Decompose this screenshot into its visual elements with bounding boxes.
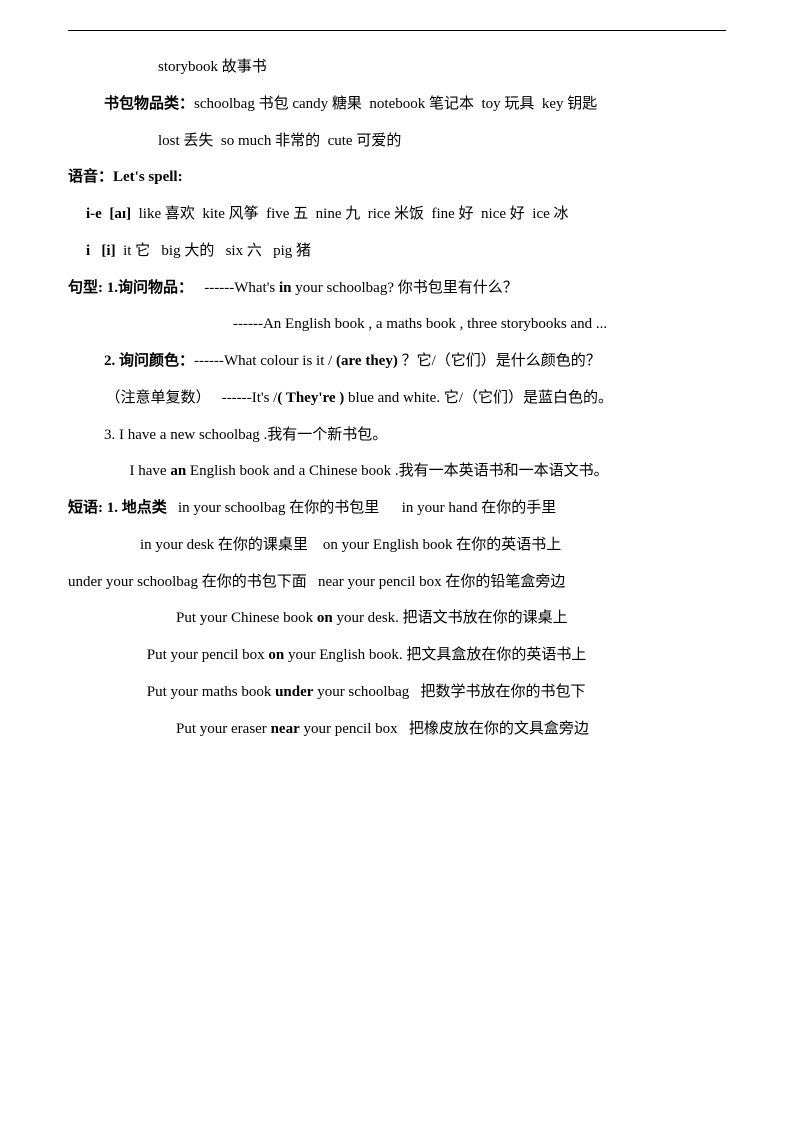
text-line: I have an English book and a Chinese boo…	[68, 453, 726, 490]
text-line: 3. I have a new schoolbag .我有一个新书包。	[68, 417, 726, 454]
text-line: storybook 故事书	[68, 49, 726, 86]
text-line: lost 丢失 so much 非常的 cute 可爱的	[68, 123, 726, 160]
text-line: Put your maths book under your schoolbag…	[68, 674, 726, 711]
text-line: ------An English book , a maths book , t…	[68, 306, 726, 343]
text-line: 短语: 1. 地点类 in your schoolbag 在你的书包里 in y…	[68, 490, 726, 527]
text-line: 语音：Let's spell:	[68, 159, 726, 196]
text-line: Put your pencil box on your English book…	[68, 637, 726, 674]
text-line: 2. 询问颜色：------What colour is it / (are t…	[68, 343, 726, 380]
text-line: in your desk 在你的课桌里 on your English book…	[68, 527, 726, 564]
text-line: 句型: 1.询问物品： ------What's in your schoolb…	[68, 270, 726, 307]
text-line: 书包物品类：schoolbag 书包 candy 糖果 notebook 笔记本…	[68, 86, 726, 123]
text-line: （注意单复数） ------It's /( They're ) blue and…	[68, 380, 726, 417]
top-rule	[68, 30, 726, 31]
text-line: Put your Chinese book on your desk. 把语文书…	[68, 600, 726, 637]
document-body: storybook 故事书书包物品类：schoolbag 书包 candy 糖果…	[68, 49, 726, 747]
text-line: Put your eraser near your pencil box 把橡皮…	[68, 711, 726, 748]
text-line: i-e [aɪ] like 喜欢 kite 风筝 five 五 nine 九 r…	[68, 196, 726, 233]
text-line: i [i] it 它 big 大的 six 六 pig 猪	[68, 233, 726, 270]
text-line: under your schoolbag 在你的书包下面 near your p…	[68, 564, 726, 601]
